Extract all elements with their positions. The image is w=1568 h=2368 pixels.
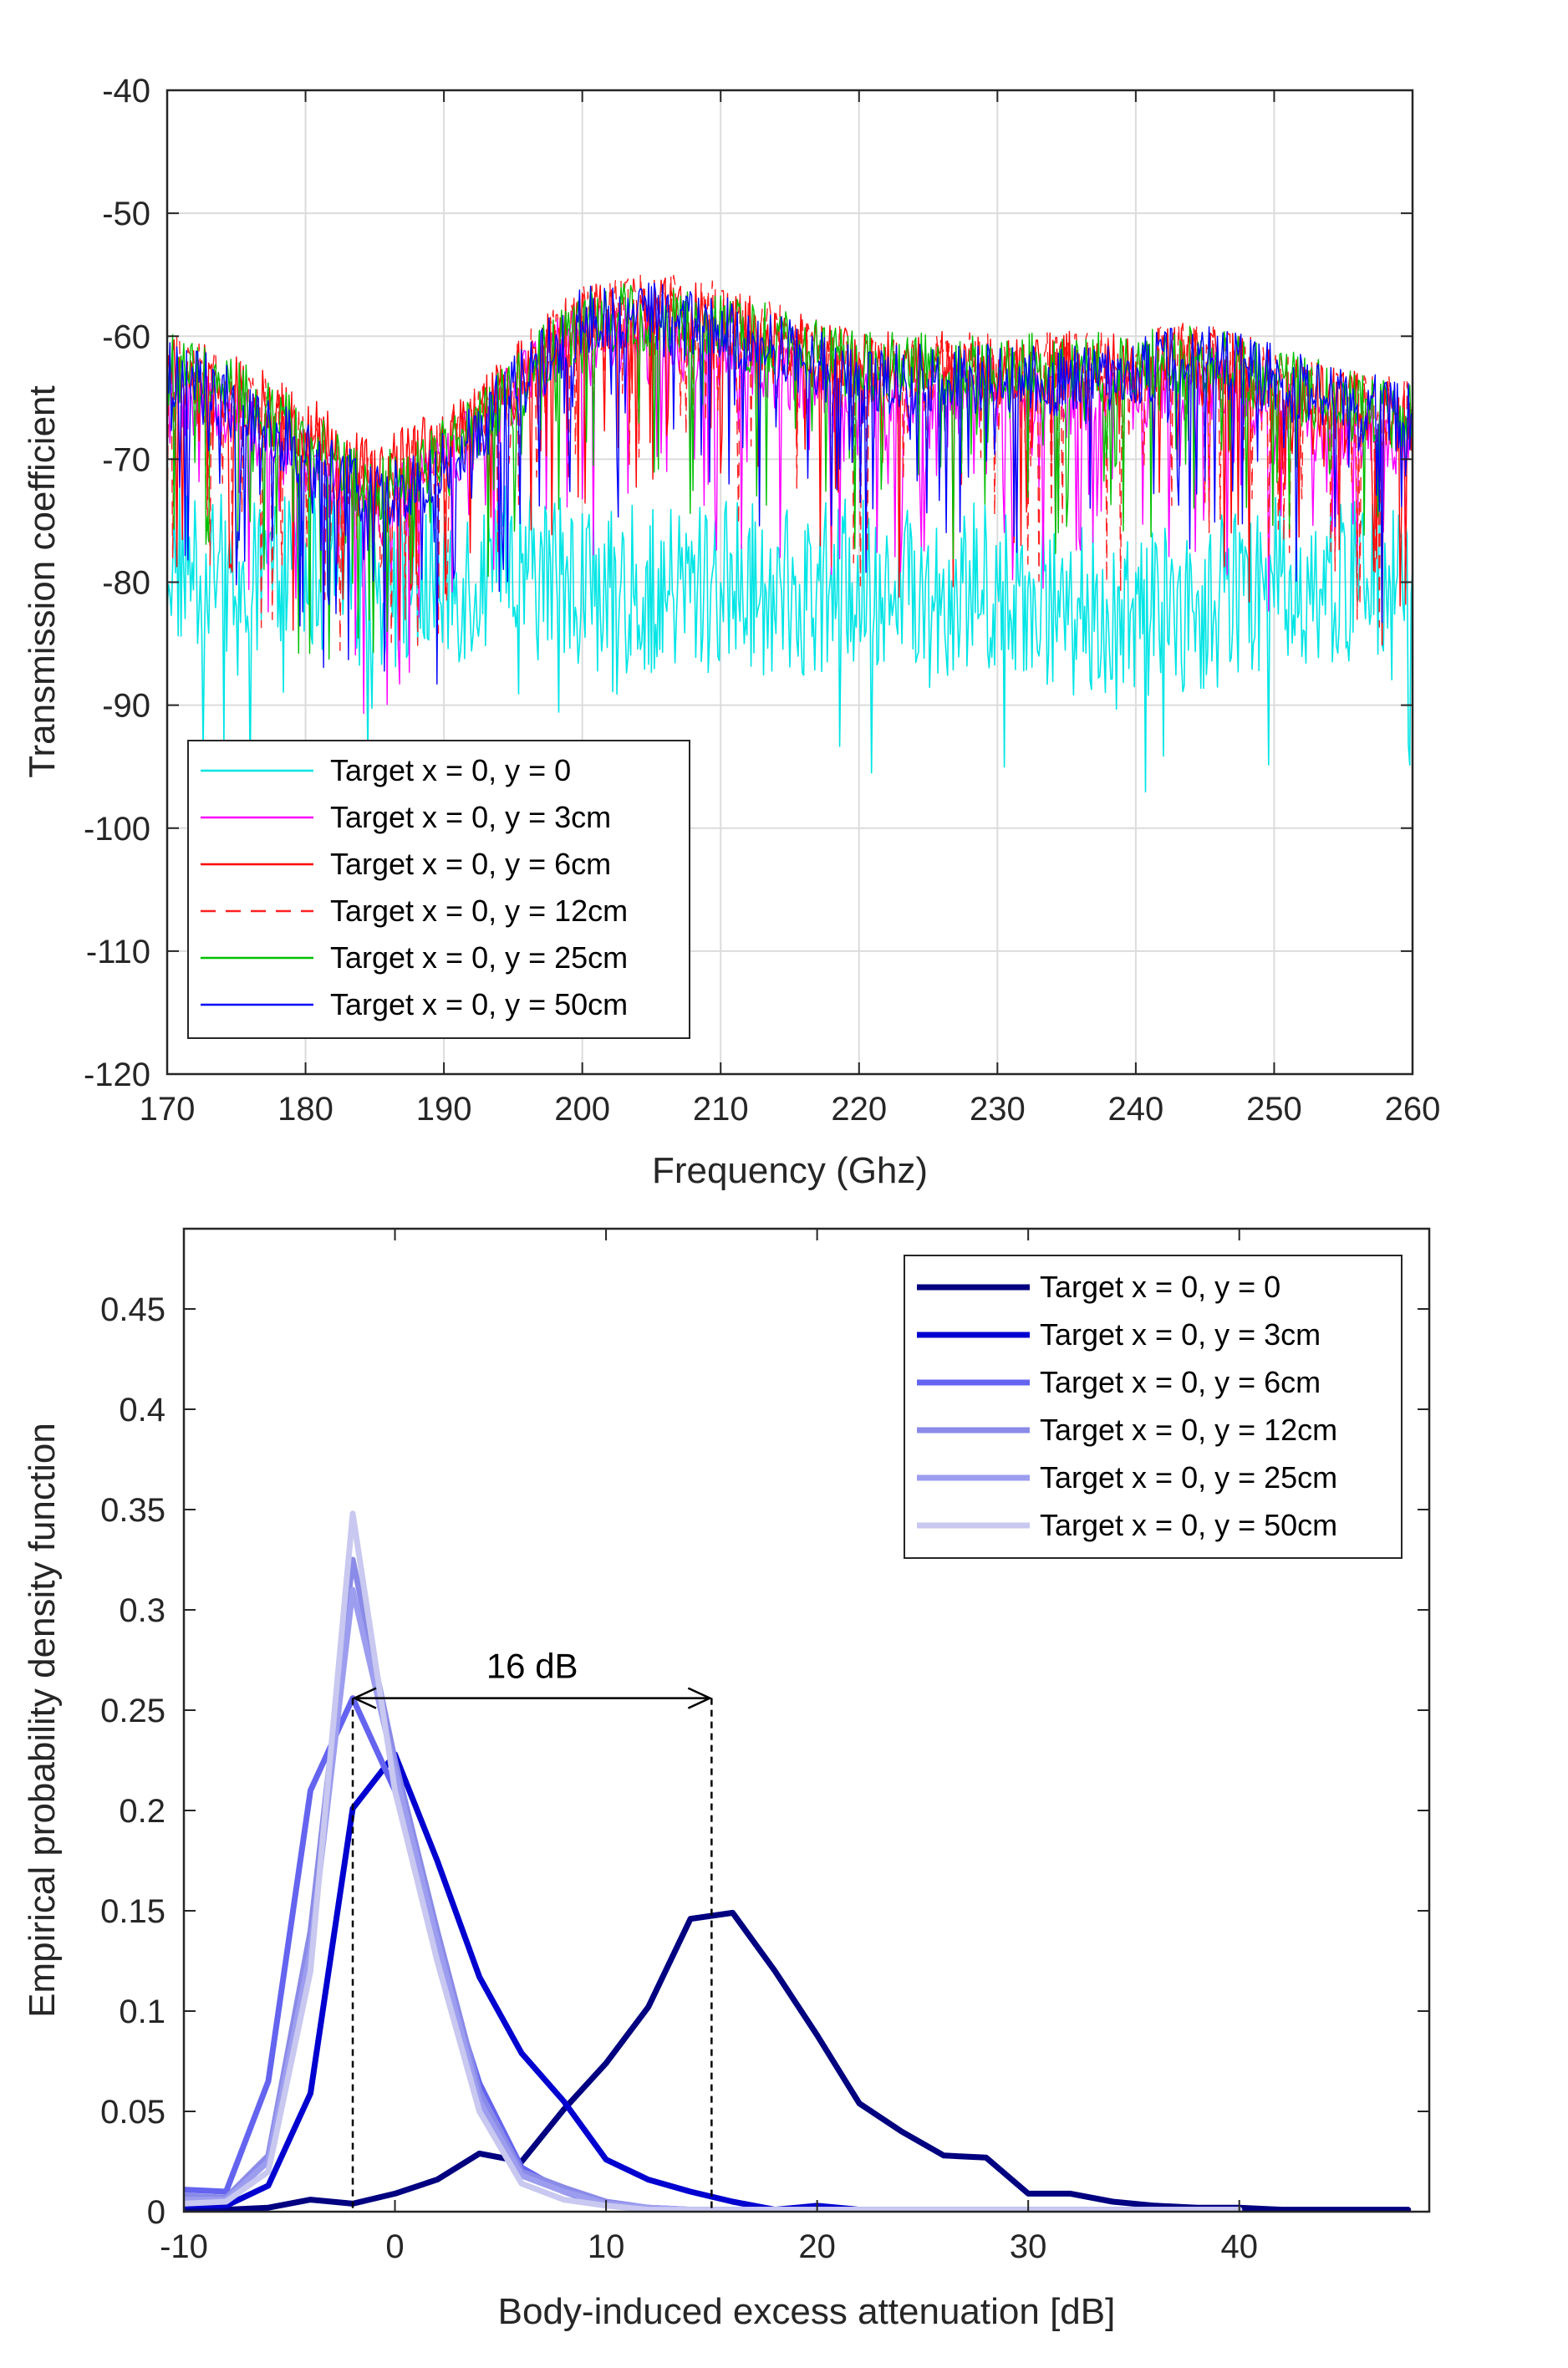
chart-pdf-attenuation: 16 dB -10 0 10 20 30 40 00.050.10.150.20.250.… <box>22 1227 1431 2332</box>
y-tick-label: -80 <box>102 565 150 602</box>
legend-label: Target x = 0, y = 3cm <box>1040 1317 1321 1352</box>
x-tick-label: 210 <box>693 1091 749 1128</box>
x-tick-label: 180 <box>277 1091 333 1128</box>
x-tick-label: 170 <box>140 1091 196 1128</box>
y-tick-label: 0.3 <box>119 1592 165 1629</box>
annotation-label: 16 dB <box>486 1647 578 1686</box>
legend-label: Target x = 0, y = 25cm <box>330 940 628 975</box>
y-tick-label: 0.2 <box>119 1793 165 1830</box>
legend-label: Target x = 0, y = 0 <box>330 753 571 787</box>
legend-label: Target x = 0, y = 6cm <box>330 847 611 881</box>
legend-top: Target x = 0, y = 0 Target x = 0, y = 3cm… <box>187 740 690 1039</box>
y-tick-label: -90 <box>102 688 150 725</box>
y-tick-label: 0.05 <box>100 2094 165 2131</box>
y-tick-label: -60 <box>102 318 150 355</box>
y-tick-label: 0.35 <box>100 1492 165 1529</box>
series-line-2 <box>167 278 1413 646</box>
legend-label: Target x = 0, y = 3cm <box>330 800 611 834</box>
y-tick-label: 0.45 <box>100 1291 165 1328</box>
x-tick-label: 190 <box>416 1091 472 1128</box>
x-tick-label: -10 <box>160 2228 208 2265</box>
legend-box <box>904 1255 1403 1559</box>
legend-label: Target x = 0, y = 50cm <box>330 987 628 1021</box>
y-tick-label: -40 <box>102 73 150 109</box>
series-group-top <box>167 273 1413 793</box>
y-ticks-top: -40 -50 -60 -70 -80 -90 -100 -110 -120 <box>84 73 1413 1093</box>
y-ticks-bottom: 0 0.05 0.1 0.15 0.2 0.25 0.3 0.35 0.4 0.45 <box>100 1291 1429 2231</box>
x-ticks-bottom: -10 0 10 20 30 40 <box>160 1229 1258 2265</box>
legend-label: Target x = 0, y = 50cm <box>1040 1508 1337 1542</box>
pdf-series-line-5 <box>184 1510 1243 2212</box>
y-tick-label: -120 <box>84 1057 150 1093</box>
y-axis-label-bottom: Empirical probability density function <box>22 1423 63 2018</box>
x-tick-label: 220 <box>831 1091 887 1128</box>
plot-frame-bottom <box>182 1227 1431 2213</box>
x-ticks-top: 170 180 190 200 210 220 230 240 250 260 <box>140 90 1441 1128</box>
x-tick-label: 40 <box>1220 2228 1258 2265</box>
series-group-bottom <box>184 1510 1412 2212</box>
x-axis-label-top: Frequency (Ghz) <box>652 1150 928 1191</box>
legend-box <box>187 740 690 1039</box>
x-tick-label: 0 <box>385 2228 404 2265</box>
annotation-16db: 16 dB <box>351 1647 713 2212</box>
legend-bottom: Target x = 0, y = 0 Target x = 0, y = 3cm… <box>904 1255 1403 1559</box>
y-tick-label: -110 <box>86 934 150 970</box>
x-tick-label: 250 <box>1246 1091 1302 1128</box>
y-axis-label-top: Transmission coefficient <box>22 385 63 778</box>
x-tick-label: 10 <box>588 2228 625 2265</box>
y-tick-label: -50 <box>102 196 150 232</box>
annotation-arrowhead-left <box>352 1687 377 1709</box>
series-line-5 <box>167 283 1413 685</box>
legend-label: Target x = 0, y = 0 <box>1040 1270 1280 1304</box>
x-tick-label: 30 <box>1010 2228 1047 2265</box>
legend-label: Target x = 0, y = 25cm <box>1040 1460 1337 1495</box>
x-tick-label: 200 <box>554 1091 610 1128</box>
x-tick-label: 20 <box>798 2228 836 2265</box>
chart-transmission-coefficient: 170 180 190 200 210 220 230 240 250 260 -40 -50 -60… <box>22 73 1440 1191</box>
y-tick-label: -70 <box>102 441 150 478</box>
x-tick-label: 230 <box>970 1091 1026 1128</box>
y-tick-label: 0.1 <box>119 1994 165 2030</box>
legend-label: Target x = 0, y = 6cm <box>1040 1365 1321 1399</box>
x-axis-label-bottom: Body-induced excess attenuation [dB] <box>498 2291 1116 2332</box>
x-tick-label: 240 <box>1108 1091 1164 1128</box>
y-tick-label: -100 <box>84 811 150 848</box>
legend-label: Target x = 0, y = 12cm <box>1040 1413 1337 1447</box>
legend-label: Target x = 0, y = 12cm <box>330 894 628 928</box>
y-tick-label: 0 <box>147 2194 165 2231</box>
annotation-arrowhead-right <box>687 1687 713 1709</box>
y-tick-label: 0.15 <box>100 1893 165 1930</box>
y-tick-label: 0.25 <box>100 1693 165 1729</box>
y-tick-label: 0.4 <box>119 1392 165 1428</box>
x-tick-label: 260 <box>1385 1091 1441 1128</box>
